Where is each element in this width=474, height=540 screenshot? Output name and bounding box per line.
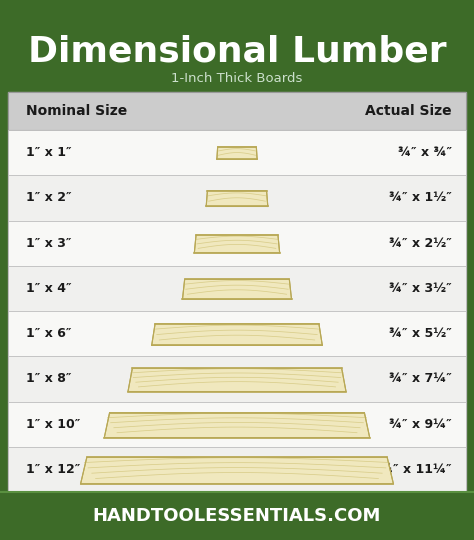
Polygon shape (217, 147, 257, 159)
Bar (8, 447, 466, 492)
Bar (0, 492, 474, 540)
Polygon shape (152, 324, 322, 346)
Text: HANDTOOLESSENTIALS.COM: HANDTOOLESSENTIALS.COM (93, 507, 381, 525)
Text: ¾″ x 11¼″: ¾″ x 11¼″ (380, 463, 452, 476)
Bar (8, 356, 466, 402)
Text: Nominal Size: Nominal Size (26, 104, 127, 118)
Bar (8, 176, 466, 220)
Text: 1″ x 12″: 1″ x 12″ (26, 463, 81, 476)
Bar (8, 266, 466, 311)
Text: ¾″ x 1½″: ¾″ x 1½″ (389, 191, 452, 204)
Text: ¾″ x 3½″: ¾″ x 3½″ (389, 282, 452, 295)
Text: 1″ x 3″: 1″ x 3″ (26, 237, 72, 249)
Polygon shape (182, 279, 292, 299)
Polygon shape (206, 191, 268, 206)
Bar (8, 92, 466, 492)
Bar (8, 92, 466, 130)
Bar (8, 311, 466, 356)
Bar (0, 0, 474, 92)
Text: ¾″ x 2½″: ¾″ x 2½″ (389, 237, 452, 249)
Text: 1″ x 8″: 1″ x 8″ (26, 373, 72, 386)
Text: 1″ x 6″: 1″ x 6″ (26, 327, 72, 340)
Text: 1″ x 1″: 1″ x 1″ (26, 146, 72, 159)
Text: 1″ x 2″: 1″ x 2″ (26, 191, 72, 204)
Text: 1″ x 4″: 1″ x 4″ (26, 282, 72, 295)
Text: Actual Size: Actual Size (365, 104, 452, 118)
Text: 1-Inch Thick Boards: 1-Inch Thick Boards (171, 71, 303, 84)
Polygon shape (194, 235, 280, 253)
Bar (8, 130, 466, 176)
Text: ¾″ x 5½″: ¾″ x 5½″ (389, 327, 452, 340)
Bar (8, 220, 466, 266)
Text: ¾″ x 9¼″: ¾″ x 9¼″ (389, 417, 452, 430)
Bar (8, 402, 466, 447)
Text: ¾″ x ¾″: ¾″ x ¾″ (398, 146, 452, 159)
Polygon shape (104, 413, 370, 438)
Text: 1″ x 10″: 1″ x 10″ (26, 417, 81, 430)
Text: ¾″ x 7¼″: ¾″ x 7¼″ (389, 373, 452, 386)
Polygon shape (128, 368, 346, 392)
Text: Dimensional Lumber: Dimensional Lumber (27, 35, 447, 69)
Polygon shape (81, 457, 393, 484)
